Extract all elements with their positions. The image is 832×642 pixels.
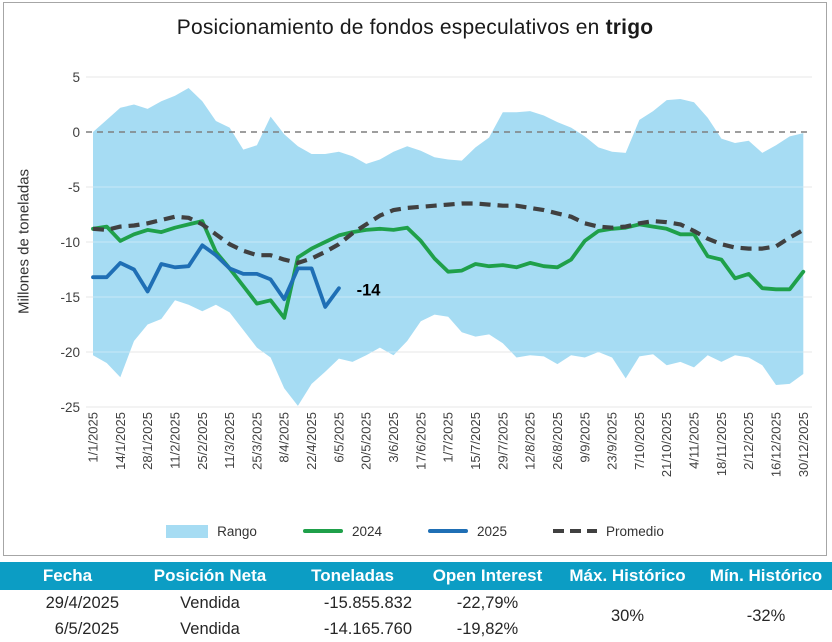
legend-label: 2024: [352, 524, 382, 539]
legend-swatch-line: [303, 529, 343, 533]
x-tick-label: 11/2/2025: [167, 412, 182, 469]
legend-label: Promedio: [606, 524, 664, 539]
x-tick-label: 16/12/2025: [769, 412, 784, 477]
chart-object[interactable]: Posicionamiento de fondos especulativos …: [3, 2, 827, 556]
x-tick-label: 21/10/2025: [659, 412, 674, 477]
x-tick-label: 22/4/2025: [304, 412, 319, 470]
cell-open-interest-2[interactable]: -19,82%: [420, 616, 555, 642]
y-tick-label: -15: [60, 290, 80, 305]
legend-item-promedio[interactable]: Promedio: [553, 524, 664, 539]
annotation-last-value: -14: [357, 281, 382, 299]
x-tick-label: 4/11/2025: [687, 412, 702, 469]
header-posicion-neta[interactable]: Posición Neta: [135, 562, 285, 590]
cell-min-historico[interactable]: -32%: [700, 590, 832, 642]
x-tick-label: 2/12/2025: [741, 412, 756, 470]
x-tick-label: 6/5/2025: [331, 412, 346, 463]
x-tick-label: 1/7/2025: [441, 412, 456, 463]
cell-fecha-2[interactable]: 6/5/2025: [0, 616, 135, 642]
header-fecha[interactable]: Fecha: [0, 562, 135, 590]
y-tick-label: 5: [72, 70, 80, 85]
x-tick-label: 8/4/2025: [277, 412, 292, 463]
x-tick-label: 20/5/2025: [359, 412, 374, 470]
header-max-historico[interactable]: Máx. Histórico: [555, 562, 700, 590]
table-header-row: Fecha Posición Neta Toneladas Open Inter…: [0, 562, 832, 590]
table-row: 29/4/2025 Vendida -15.855.832 -22,79% 30…: [0, 590, 832, 616]
legend-swatch-line: [428, 529, 468, 533]
x-tick-label: 15/7/2025: [468, 412, 483, 470]
header-min-historico[interactable]: Mín. Histórico: [700, 562, 832, 590]
y-tick-label: -25: [60, 400, 80, 415]
cell-max-historico[interactable]: 30%: [555, 590, 700, 642]
chart-plot-area[interactable]: -14 5 0 -5 -10 -15 -20 -25 1/1/2025 14/1/2025 28/1…: [4, 3, 828, 513]
legend-item-rango[interactable]: Rango: [166, 524, 257, 539]
cell-fecha-1[interactable]: 29/4/2025: [0, 590, 135, 616]
x-tick-label: 23/9/2025: [605, 412, 620, 470]
x-tick-label: 29/7/2025: [495, 412, 510, 470]
y-tick-label: 0: [72, 125, 80, 140]
x-tick-label: 1/1/2025: [86, 412, 101, 463]
x-tick-label: 25/2/2025: [195, 412, 210, 470]
chart-legend: Rango 2024 2025 Promedio: [4, 515, 826, 547]
y-tick-label: -10: [60, 235, 80, 250]
legend-swatch-dash: [553, 529, 597, 534]
legend-label: Rango: [217, 524, 257, 539]
x-tick-label: 11/3/2025: [222, 412, 237, 469]
x-tick-label: 7/10/2025: [632, 412, 647, 470]
legend-item-2025[interactable]: 2025: [428, 524, 507, 539]
y-tick-label: -20: [60, 345, 80, 360]
cell-toneladas-2[interactable]: -14.165.760: [285, 616, 420, 642]
header-toneladas[interactable]: Toneladas: [285, 562, 420, 590]
x-tick-label: 12/8/2025: [523, 412, 538, 470]
x-tick-label: 30/12/2025: [796, 412, 811, 477]
x-tick-label: 18/11/2025: [714, 412, 729, 476]
positions-table: Fecha Posición Neta Toneladas Open Inter…: [0, 562, 832, 642]
cell-posicion-1[interactable]: Vendida: [135, 590, 285, 616]
x-tick-label: 25/3/2025: [249, 412, 264, 470]
legend-item-2024[interactable]: 2024: [303, 524, 382, 539]
cell-posicion-2[interactable]: Vendida: [135, 616, 285, 642]
x-tick-label: 3/6/2025: [386, 412, 401, 463]
legend-swatch-area: [166, 525, 208, 538]
x-tick-label: 9/9/2025: [577, 412, 592, 463]
cell-toneladas-1[interactable]: -15.855.832: [285, 590, 420, 616]
x-tick-label: 17/6/2025: [413, 412, 428, 470]
header-open-interest[interactable]: Open Interest: [420, 562, 555, 590]
x-tick-label: 14/1/2025: [113, 412, 128, 470]
spreadsheet-report: { "chart": { "title_prefix": "Posicionam…: [0, 0, 832, 642]
cell-open-interest-1[interactable]: -22,79%: [420, 590, 555, 616]
legend-label: 2025: [477, 524, 507, 539]
y-tick-label: -5: [68, 180, 80, 195]
x-tick-label: 26/8/2025: [550, 412, 565, 470]
x-tick-label: 28/1/2025: [140, 412, 155, 470]
